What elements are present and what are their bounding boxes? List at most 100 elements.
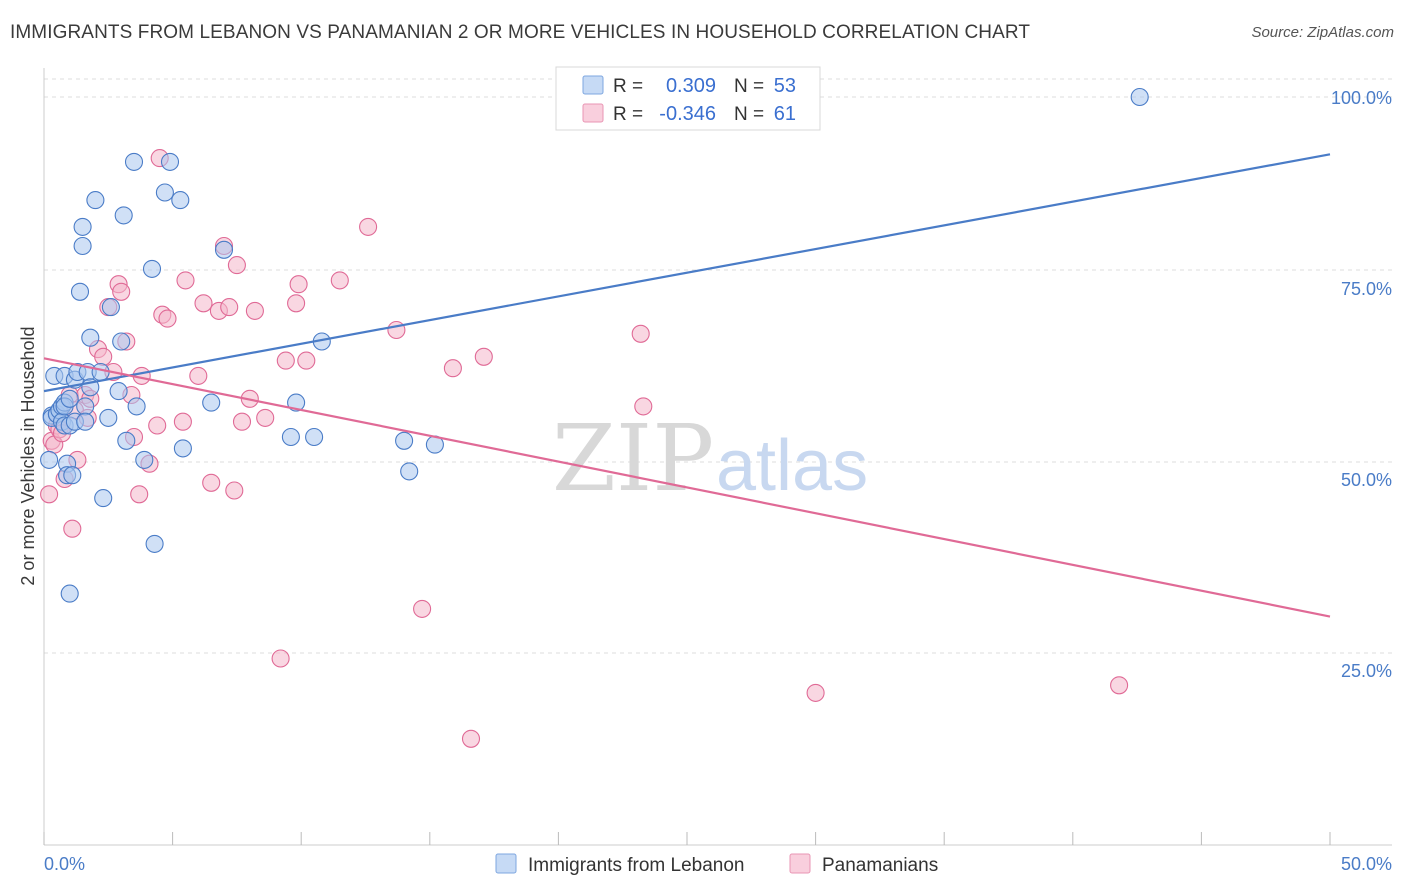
- data-point: [413, 599, 432, 618]
- data-point: [176, 271, 195, 290]
- data-point: [142, 259, 162, 278]
- data-point: [94, 347, 113, 366]
- data-point: [76, 397, 95, 416]
- data-point: [806, 683, 825, 702]
- data-point: [256, 408, 275, 427]
- bottom-legend-label-blue: Immigrants from Lebanon: [528, 855, 745, 876]
- data-point: [101, 298, 120, 317]
- series-immigrants-from-lebanon: [40, 87, 1149, 603]
- data-point: [289, 275, 308, 294]
- watermark-atlas: atlas: [716, 426, 868, 506]
- bottom-legend-label-pink: Panamanians: [822, 855, 938, 876]
- watermark-zip: ZIP: [552, 405, 714, 512]
- series-panamanians: [40, 149, 1129, 748]
- data-point: [112, 282, 131, 301]
- data-point: [70, 282, 90, 301]
- trend-lines: [43, 153, 1331, 618]
- data-point: [194, 294, 213, 313]
- data-point: [86, 191, 105, 210]
- data-point: [631, 324, 650, 343]
- data-point: [1130, 87, 1149, 107]
- trend-line-panamanians: [43, 357, 1331, 618]
- legend-n-value-blue: 53: [774, 75, 796, 97]
- data-point: [400, 462, 419, 481]
- data-point: [395, 431, 414, 450]
- data-point: [443, 359, 462, 378]
- data-point: [634, 397, 653, 416]
- y-axis-label: 2 or more Vehicles in Household: [18, 326, 38, 585]
- data-point: [148, 416, 167, 435]
- source-credit: Source: ZipAtlas.com: [1251, 24, 1394, 41]
- data-point: [214, 240, 234, 259]
- data-point: [73, 236, 92, 256]
- x-tick-label-min: 0.0%: [44, 854, 85, 874]
- data-point: [158, 309, 177, 328]
- data-point: [305, 427, 324, 447]
- y-tick-labels: 100.0% 75.0% 50.0% 25.0%: [1331, 88, 1392, 681]
- legend-r-value-blue: 0.309: [666, 75, 716, 97]
- legend-n-value-pink: 61: [774, 103, 796, 125]
- legend-r-label-blue: R =: [613, 76, 643, 97]
- data-point: [145, 534, 164, 553]
- x-tick-label-max: 50.0%: [1341, 854, 1392, 874]
- chart-title: IMMIGRANTS FROM LEBANON VS PANAMANIAN 2 …: [10, 22, 1031, 43]
- legend-n-label-pink: N =: [734, 104, 764, 125]
- data-point: [202, 393, 221, 412]
- data-point: [63, 466, 82, 485]
- gridlines: [44, 78, 1392, 654]
- data-point: [60, 584, 79, 603]
- y-tick-label: 100.0%: [1331, 88, 1392, 108]
- data-point: [461, 729, 481, 748]
- data-point: [202, 473, 221, 492]
- data-point: [330, 271, 349, 290]
- bottom-legend-swatch-blue: [495, 853, 517, 874]
- data-point: [220, 298, 239, 317]
- data-point: [359, 217, 378, 236]
- trend-line-lebanon: [43, 153, 1331, 393]
- data-point: [225, 481, 244, 500]
- data-point: [173, 412, 192, 431]
- data-point: [287, 294, 306, 313]
- data-point: [160, 152, 180, 171]
- data-point: [130, 485, 149, 504]
- data-point: [171, 191, 190, 210]
- data-point: [112, 332, 131, 351]
- data-point: [127, 397, 146, 416]
- legend-swatch-blue: [582, 75, 604, 95]
- data-point: [99, 408, 118, 427]
- y-tick-label: 25.0%: [1341, 661, 1392, 681]
- bottom-legend-swatch-pink: [789, 853, 811, 874]
- data-point: [276, 351, 295, 370]
- data-point: [40, 450, 59, 469]
- data-point: [227, 256, 246, 275]
- legend-r-value-pink: -0.346: [659, 103, 716, 125]
- data-point: [297, 351, 316, 370]
- data-point: [245, 301, 264, 320]
- data-point: [63, 519, 82, 538]
- bottom-legend: Immigrants from Lebanon Panamanians: [495, 853, 938, 876]
- data-point: [81, 328, 100, 347]
- data-point: [91, 362, 110, 382]
- x-axis-ticks: [43, 832, 1331, 845]
- data-point: [94, 489, 113, 508]
- data-point: [173, 439, 192, 458]
- legend-swatch-pink: [582, 103, 604, 123]
- legend-r-label-pink: R =: [613, 104, 643, 125]
- data-point: [155, 183, 174, 202]
- y-tick-label: 75.0%: [1341, 279, 1392, 299]
- data-point: [60, 389, 79, 408]
- data-point: [271, 649, 290, 668]
- y-tick-label: 50.0%: [1341, 470, 1392, 490]
- data-point: [124, 152, 144, 171]
- data-point: [109, 382, 128, 401]
- data-point: [135, 450, 154, 469]
- data-point: [232, 412, 252, 431]
- data-point: [76, 412, 95, 431]
- legend-n-label-blue: N =: [734, 76, 764, 97]
- data-point: [1110, 676, 1129, 695]
- data-point: [40, 485, 59, 504]
- data-point: [189, 366, 208, 385]
- data-point: [73, 217, 92, 236]
- data-point: [287, 393, 306, 412]
